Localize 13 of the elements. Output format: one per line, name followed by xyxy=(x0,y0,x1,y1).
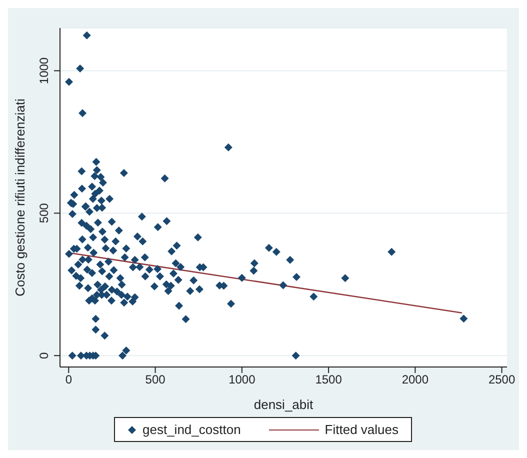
y-tick-label: 0 xyxy=(37,352,51,359)
x-tick-label: 1500 xyxy=(315,372,342,387)
legend-label: Fitted values xyxy=(324,422,398,437)
y-tick-label: 1000 xyxy=(37,57,51,84)
x-tick-label: 2000 xyxy=(402,372,429,387)
legend-label: gest_ind_costton xyxy=(142,422,241,437)
y-tick-label: 500 xyxy=(37,202,51,224)
x-tick-label: 0 xyxy=(65,372,72,387)
x-tick-label: 2500 xyxy=(488,372,516,387)
y-axis-title: Costo gestione rifiuti indifferenziati xyxy=(12,98,28,296)
x-axis-title: densi_abit xyxy=(254,397,314,412)
x-tick-label: 1000 xyxy=(228,372,256,387)
x-tick-label: 500 xyxy=(145,372,166,387)
